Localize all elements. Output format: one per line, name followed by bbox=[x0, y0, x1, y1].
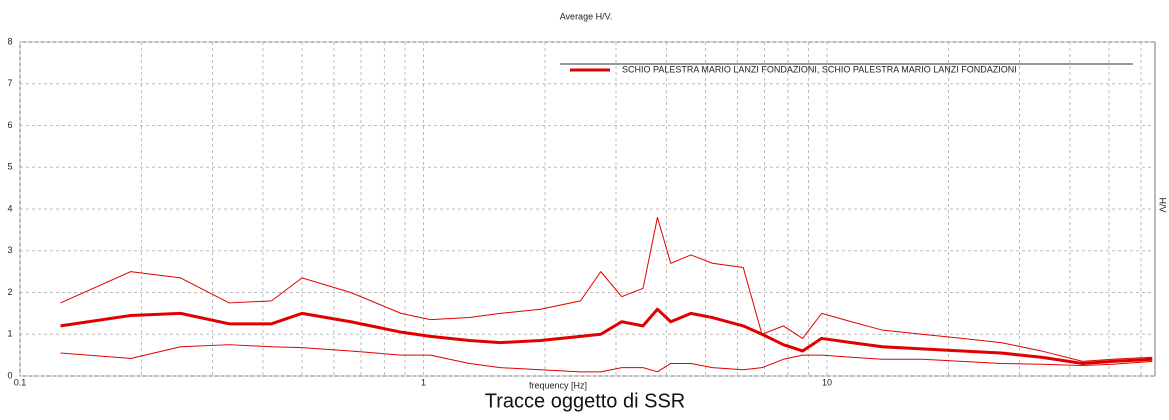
y-axis-label: H/V bbox=[1158, 197, 1168, 212]
data-line bbox=[60, 216, 1153, 362]
x-tick-label: 1 bbox=[421, 377, 426, 387]
y-tick-label: 7 bbox=[7, 78, 12, 88]
y-tick-label: 1 bbox=[7, 329, 12, 339]
y-tick-label: 3 bbox=[7, 245, 12, 255]
data-line bbox=[60, 307, 1153, 365]
x-tick-label: 0.1 bbox=[14, 377, 27, 387]
x-tick-label: 10 bbox=[822, 377, 832, 387]
chart-title: Average H/V. bbox=[560, 11, 613, 21]
y-tick-label: 2 bbox=[7, 287, 12, 297]
y-tick-label: 0 bbox=[7, 370, 12, 380]
legend-label: SCHIO PALESTRA MARIO LANZI FONDAZIONI, S… bbox=[622, 64, 1017, 74]
y-tick-label: 6 bbox=[7, 120, 12, 130]
y-tick-label: 4 bbox=[7, 203, 12, 213]
y-tick-label: 5 bbox=[7, 162, 12, 172]
y-tick-label: 8 bbox=[7, 36, 12, 46]
x-axis-label: frequency [Hz] bbox=[529, 380, 587, 390]
data-line bbox=[60, 344, 1153, 373]
caption: Tracce oggetto di SSR bbox=[485, 390, 685, 412]
